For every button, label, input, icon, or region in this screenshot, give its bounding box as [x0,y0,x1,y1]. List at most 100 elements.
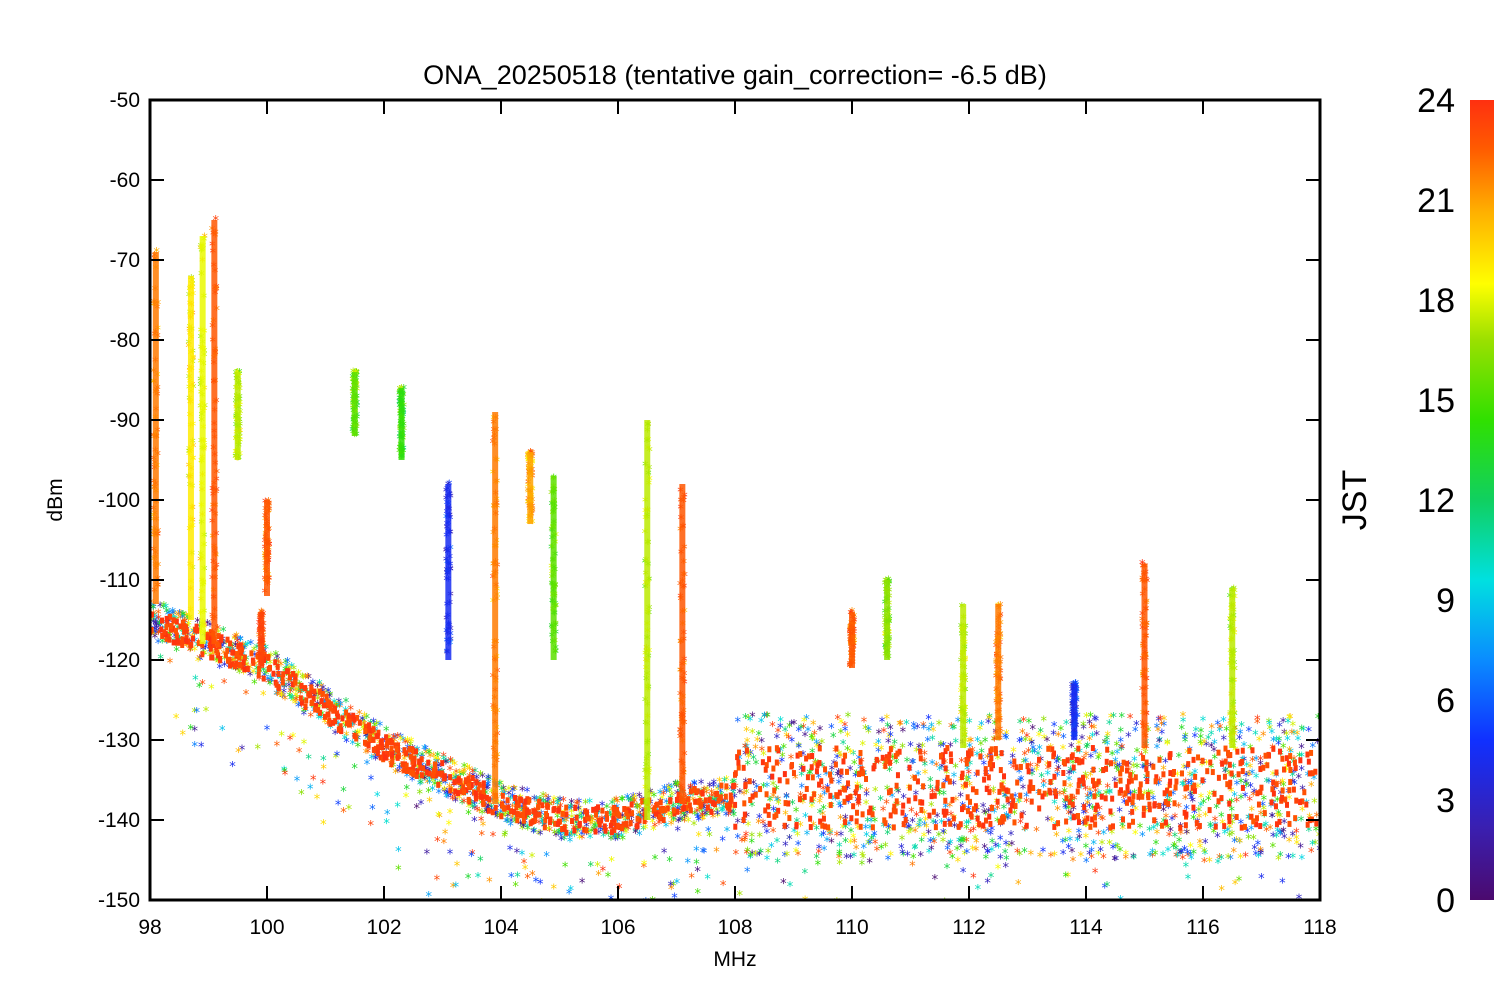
noise-floor-point [352,716,357,723]
data-point: * [878,842,885,857]
data-point: * [875,745,882,760]
data-point: * [1274,826,1281,841]
data-point: * [1277,778,1284,793]
data-point: * [1026,716,1033,731]
data-point: * [764,853,771,868]
data-point: * [629,901,636,916]
noise-floor-point [1288,753,1293,760]
data-point: * [327,722,334,737]
data-point: * [317,709,324,724]
data-point: * [1298,815,1305,830]
data-point: * [749,849,756,864]
data-point: * [1164,737,1171,752]
data-point: * [910,720,917,735]
data-point: * [966,779,973,794]
noise-floor-point [1005,796,1010,803]
noise-floor-point [167,636,172,643]
noise-floor-point [400,761,405,768]
noise-floor-point [663,806,668,813]
data-point: * [301,738,308,753]
data-point: * [944,862,951,877]
data-point: * [1280,825,1287,840]
data-point: * [730,803,737,818]
data-point: * [789,798,796,813]
data-point: * [1236,875,1243,890]
data-point: * [1017,849,1024,864]
data-point: * [719,835,726,850]
data-point: * [947,800,954,815]
noise-floor-point [419,772,424,779]
data-point: * [993,841,1000,856]
data-point: * [1134,762,1141,777]
station-column [960,604,967,748]
noise-floor-point [823,766,828,773]
noise-floor-point [1304,801,1309,808]
data-point: * [1038,754,1045,769]
data-point: * [671,892,678,907]
data-point: * [963,835,970,850]
data-point: * [965,817,972,832]
data-point: * [305,752,312,767]
data-point: * [1055,755,1062,770]
data-point: * [1051,850,1058,865]
data-point: * [1153,779,1160,794]
data-point: * [1036,743,1043,758]
data-point: * [1161,714,1168,729]
data-point: * [1244,826,1251,841]
noise-floor-point [593,828,598,835]
data-point: * [774,836,781,851]
data-point: * [642,823,649,838]
noise-floor-point [1137,787,1142,794]
data-point: * [1124,788,1131,803]
data-point: * [973,837,980,852]
noise-floor-point [834,745,839,752]
data-point: * [758,847,765,862]
data-point: * [1156,736,1163,751]
station-column [644,420,651,820]
noise-floor-point [219,636,224,643]
data-point: * [1137,821,1144,836]
data-point: * [977,723,984,738]
noise-floor-point [1037,756,1042,763]
data-point: * [468,850,475,865]
noise-floor-point [490,809,495,816]
data-point: * [1236,918,1243,933]
data-point: * [587,832,594,847]
data-point: * [1257,848,1264,863]
data-point: * [780,742,787,757]
noise-floor-point [363,739,368,746]
data-point: * [782,725,789,740]
data-point: * [823,769,830,784]
data-point: * [1251,843,1258,858]
noise-floor-point [574,814,579,821]
noise-floor-point [609,829,614,836]
data-point: * [514,871,521,886]
noise-floor-point [1082,804,1087,811]
data-point: * [1028,849,1035,864]
noise-floor-point [1287,820,1292,827]
data-point: * [164,636,171,651]
noise-floor-point [974,788,979,795]
data-point: * [1193,725,1200,740]
noise-floor-point [880,754,885,761]
noise-floor-point [1105,746,1110,753]
data-point: * [576,796,583,811]
noise-floor-point [1219,795,1224,802]
data-point: * [1086,801,1093,816]
noise-floor-point [555,820,560,827]
data-point: * [334,750,341,765]
data-point: * [754,849,761,864]
noise-floor-point [668,797,673,804]
noise-floor-point [1080,758,1085,765]
station-column [211,220,218,644]
noise-floor-point [570,818,575,825]
data-point: * [1050,729,1057,744]
noise-floor-point [901,802,906,809]
data-point: * [597,824,604,839]
noise-floor-point [787,815,792,822]
data-point: * [963,818,970,833]
data-point: * [796,725,803,740]
data-point: * [930,907,937,922]
data-point: * [959,834,966,849]
noise-floor-point [442,773,447,780]
